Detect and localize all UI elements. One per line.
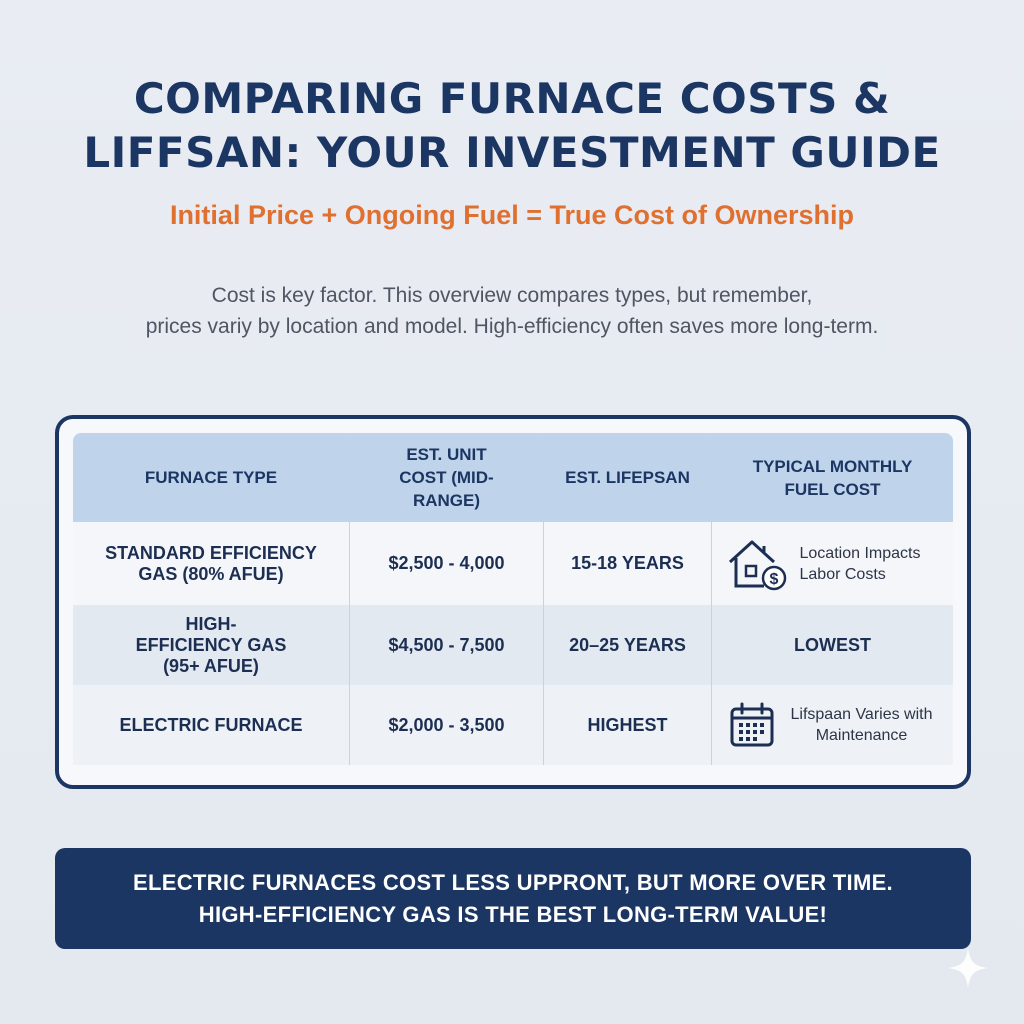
row-1-cost: $2,500 - 4,000 <box>350 522 544 605</box>
subtitle: Initial Price + Ongoing Fuel = True Cost… <box>169 200 855 230</box>
intro-line-2: prices variy by location and model. High… <box>145 315 879 338</box>
banner-line-1: ELECTRIC FURNACES COST LESS UPPRONT, BUT… <box>133 869 893 895</box>
row-3-fuel-note: Lifspaan Varies with Maintenance <box>729 702 937 748</box>
row-3-type: ELECTRIC FURNACE <box>73 685 350 765</box>
row-3-cost: $2,000 - 3,500 <box>350 685 544 765</box>
row-2-lifespan: 20–25 YEARS <box>544 605 712 685</box>
title-line-1: COMPARING FURNACE COSTS & <box>133 74 891 123</box>
column-header-cost: EST. UNIT COST (MID-RANGE) <box>350 433 544 522</box>
column-header-fuel: TYPICAL MONTHLY FUEL COST <box>712 433 953 522</box>
row-2-cost: $4,500 - 7,500 <box>350 605 544 685</box>
row-3-fuel: Lifspaan Varies with Maintenance <box>712 685 953 765</box>
summary-banner: ELECTRIC FURNACES COST LESS UPPRONT, BUT… <box>55 848 971 949</box>
row-1-fuel: $ Location Impacts Labor Costs <box>712 522 953 605</box>
banner-line-2: HIGH-EFFICIENCY GAS IS THE BEST LONG-TER… <box>198 901 828 927</box>
sparkle-icon <box>946 946 990 995</box>
column-header-type: FURNACE TYPE <box>73 433 350 522</box>
row-1-lifespan: 15-18 YEARS <box>544 522 712 605</box>
title-line-2: LIFFSAN: YOUR INVESTMENT GUIDE <box>83 128 941 177</box>
row-2-type: HIGH-EFFICIENCY GAS (95+ AFUE) <box>73 605 350 685</box>
row-3-fuel-text: Lifspaan Varies with Maintenance <box>790 706 933 744</box>
house-dollar-icon: $ <box>726 536 788 592</box>
intro-line-1: Cost is key factor. This overview compar… <box>211 284 813 307</box>
row-2-fuel: LOWEST <box>712 605 953 685</box>
svg-text:$: $ <box>769 571 778 588</box>
row-1-fuel-text: Location Impacts Labor Costs <box>799 544 921 583</box>
comparison-table: FURNACE TYPE EST. UNIT COST (MID-RANGE) … <box>55 415 971 789</box>
row-1-fuel-note: $ Location Impacts Labor Costs <box>726 536 940 592</box>
row-1-type: STANDARD EFFICIENCY GAS (80% AFUE) <box>73 522 350 605</box>
intro-text: Cost is key factor. This overview compar… <box>0 280 1024 342</box>
column-header-lifespan: EST. LIFEPSAN <box>544 433 712 522</box>
page-title: COMPARING FURNACE COSTS & LIFFSAN: YOUR … <box>0 72 1024 180</box>
table-grid: FURNACE TYPE EST. UNIT COST (MID-RANGE) … <box>73 433 953 771</box>
row-3-lifespan: HIGHEST <box>544 685 712 765</box>
calendar-icon <box>729 702 775 748</box>
